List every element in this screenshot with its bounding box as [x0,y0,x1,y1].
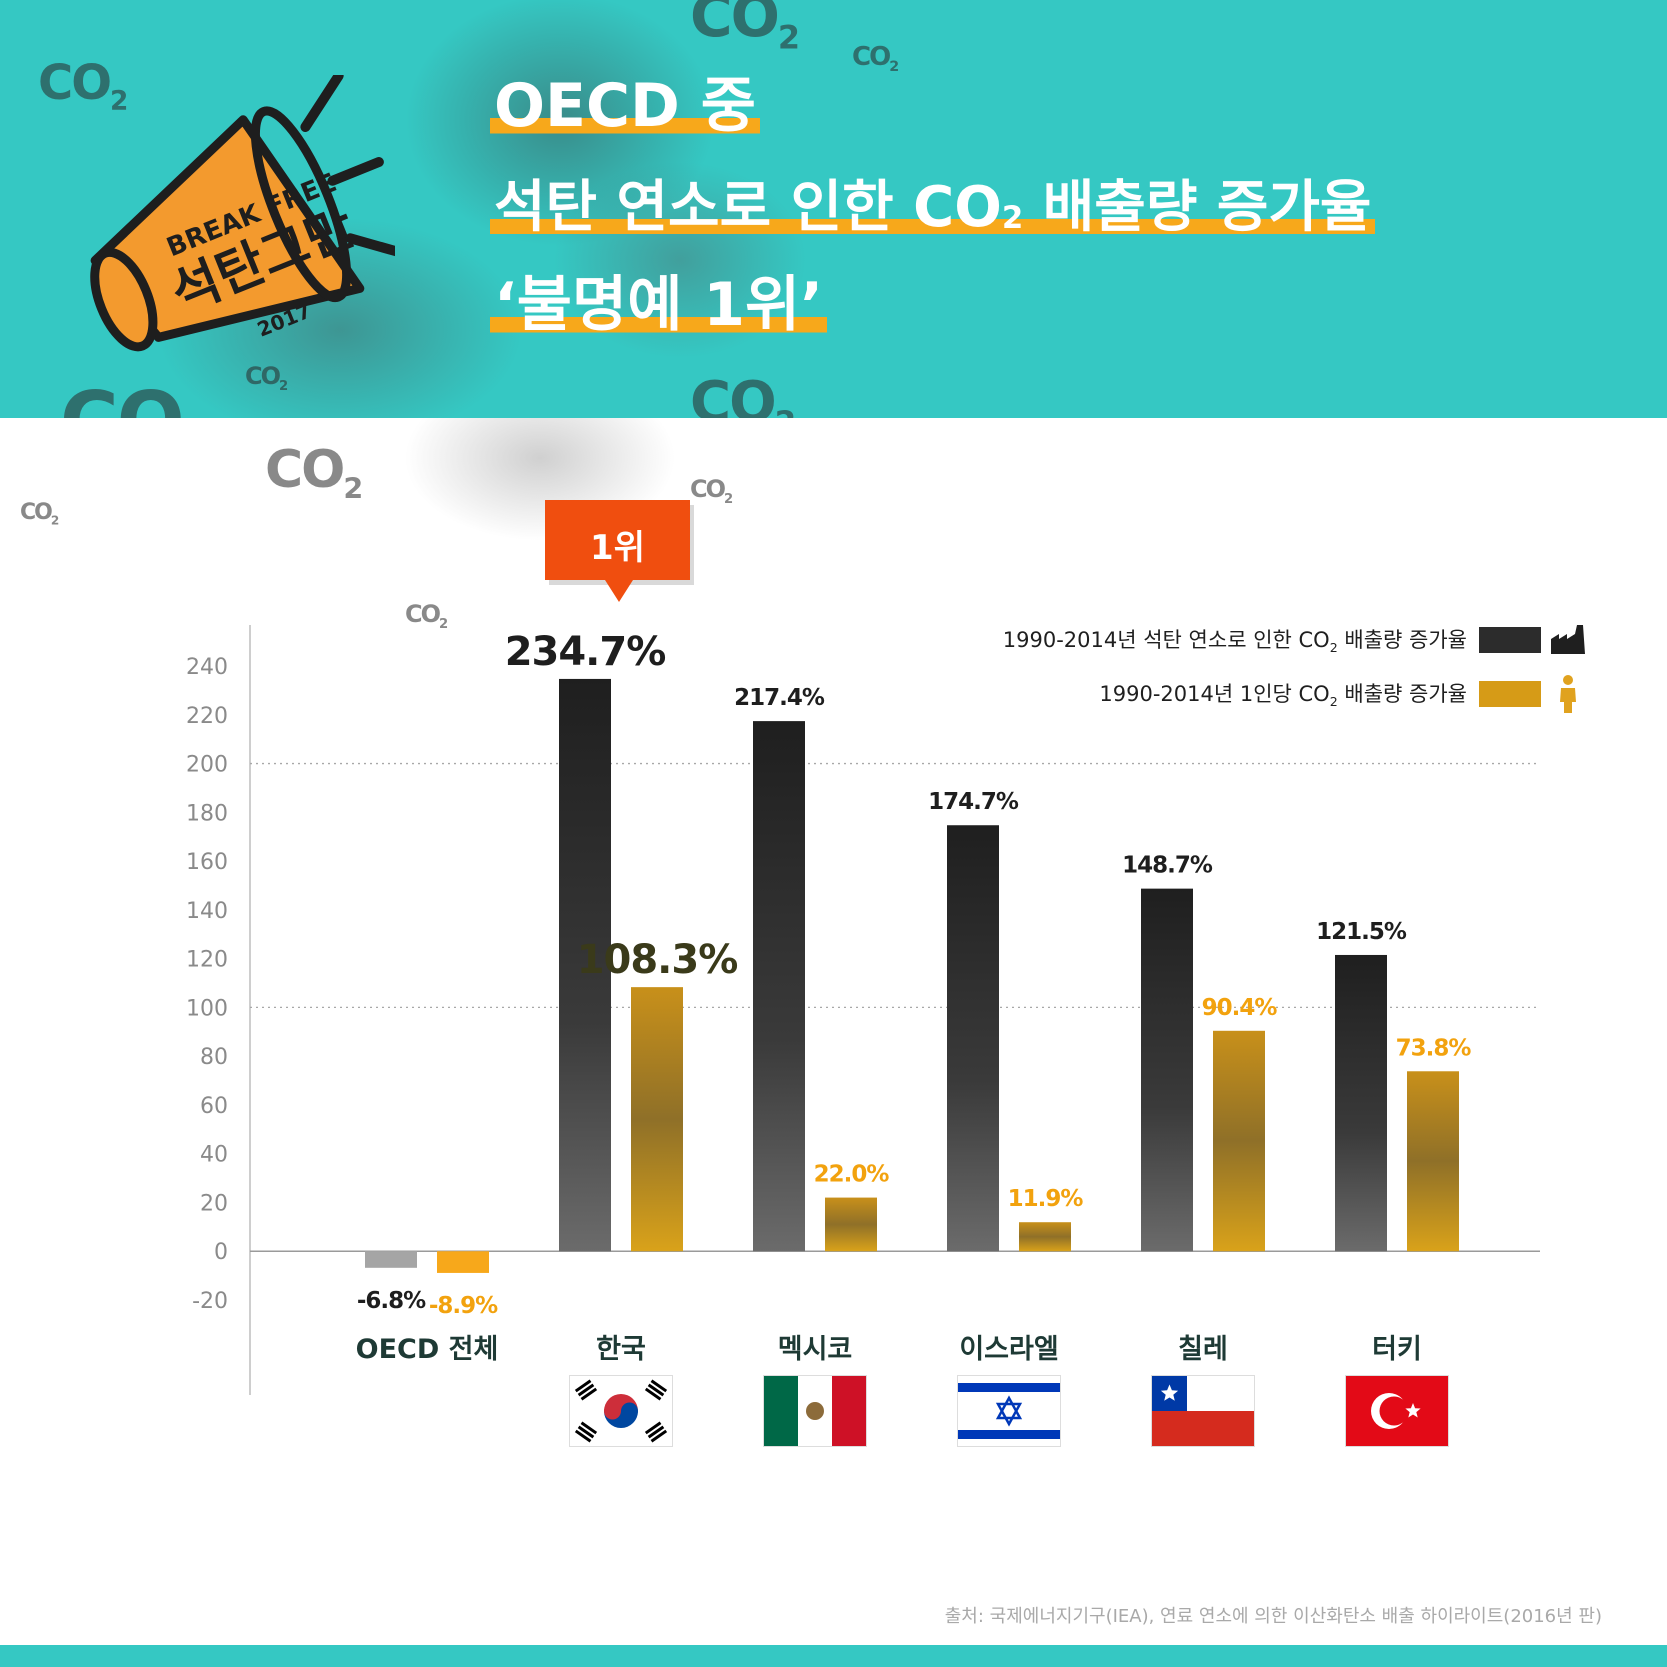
megaphone-logo-icon: BREAK FREE 석탄그만 2017 [90,75,395,352]
data-label: 174.7% [928,789,1019,815]
co2-decoration: CO2 [690,370,796,418]
y-tick-label: 120 [186,948,228,973]
source-note: 출처: 국제에너지기구(IEA), 연료 연소에 의한 이산화탄소 배출 하이라… [944,1606,1602,1627]
co2-decoration: CO2 [60,375,211,418]
y-tick-label: 240 [186,655,228,680]
turkey-flag [1345,1375,1449,1447]
legend-label: 1990-2014년 석탄 연소로 인한 CO2 배출량 증가율 [1002,628,1467,656]
category-label: 이스라엘 [959,1334,1058,1365]
person-icon [1560,675,1576,713]
bar-per-capita [437,1251,489,1273]
chile-flag [1151,1375,1255,1447]
category-label: 칠레 [1178,1334,1228,1365]
data-label: 11.9% [1008,1186,1084,1212]
header-banner: CO2 CO2 CO2 CO2 CO2 CO2 BREAK FREE 석탄그만 … [0,0,1667,418]
data-label: -8.9% [429,1293,498,1319]
factory-icon [1551,624,1585,654]
data-label: 217.4% [734,685,825,711]
title-line-3: ‘불명예 1위’ [490,275,828,335]
data-label: 22.0% [814,1162,890,1188]
co2-decoration: CO2 [265,440,363,506]
bar-per-capita [1213,1030,1265,1252]
legend-swatch-dark [1479,626,1541,653]
y-tick-label: 200 [186,753,228,778]
y-tick-label: 140 [186,899,228,924]
bottom-bar [0,1645,1667,1667]
data-label: 90.4% [1202,995,1278,1021]
bar-per-capita [631,987,683,1252]
y-tick-label: 20 [200,1191,228,1216]
y-tick-label: 0 [214,1240,228,1265]
y-tick-label: 160 [186,850,228,875]
title-line-2: 석탄 연소로 인한 CO2 배출량 증가율 [490,180,1376,236]
co2-decoration: CO2 [245,362,288,394]
mexico-flag [763,1375,867,1447]
y-tick-label: 80 [200,1045,228,1070]
y-tick-label: 40 [200,1143,228,1168]
data-label: 234.7% [505,629,666,675]
legend-label: 1990-2014년 1인당 CO2 배출량 증가율 [1099,682,1467,710]
y-tick-label: -20 [192,1289,228,1314]
y-tick-label: 220 [186,704,228,729]
co2-decoration: CO2 [20,500,59,528]
category-label: 한국 [596,1334,646,1365]
bar-coal [753,721,805,1252]
first-place-badge: 1위 [545,500,690,602]
badge-label: 1위 [590,528,645,568]
legend-swatch-gold [1479,681,1541,707]
co2-decoration: CO2 [690,0,800,57]
bar-coal [947,825,999,1252]
title-line-1: OECD 중 [490,76,760,136]
bar-per-capita [825,1197,877,1252]
co2-decoration: CO2 [690,475,733,507]
bar-per-capita [1407,1071,1459,1252]
category-label: OECD 전체 [356,1334,499,1365]
bar-coal [559,678,611,1252]
category-label: 터키 [1372,1334,1422,1365]
data-label: 121.5% [1316,919,1407,945]
co2-decoration: CO2 [852,42,899,76]
legend-item-coal: 1990-2014년 석탄 연소로 인한 CO2 배출량 증가율 [1003,624,1587,655]
co2-decoration: CO2 [405,600,448,632]
legend-item-per-capita: 1990-2014년 1인당 CO2 배출량 증가율 [1099,674,1587,714]
bar-per-capita [1019,1222,1071,1252]
co2-decoration: CO2 [38,55,128,117]
data-label: 148.7% [1122,853,1213,879]
y-tick-label: 60 [200,1094,228,1119]
israel-flag [957,1375,1061,1447]
data-label: -6.8% [357,1288,426,1314]
korea-flag [569,1375,673,1447]
data-label: 73.8% [1396,1035,1472,1061]
bar-coal [365,1251,417,1268]
y-tick-label: 100 [186,996,228,1021]
data-label: 108.3% [577,937,738,983]
bar-coal [1335,954,1387,1252]
bar-coal [1141,888,1193,1252]
y-tick-label: 180 [186,801,228,826]
category-label: 멕시코 [778,1334,853,1365]
